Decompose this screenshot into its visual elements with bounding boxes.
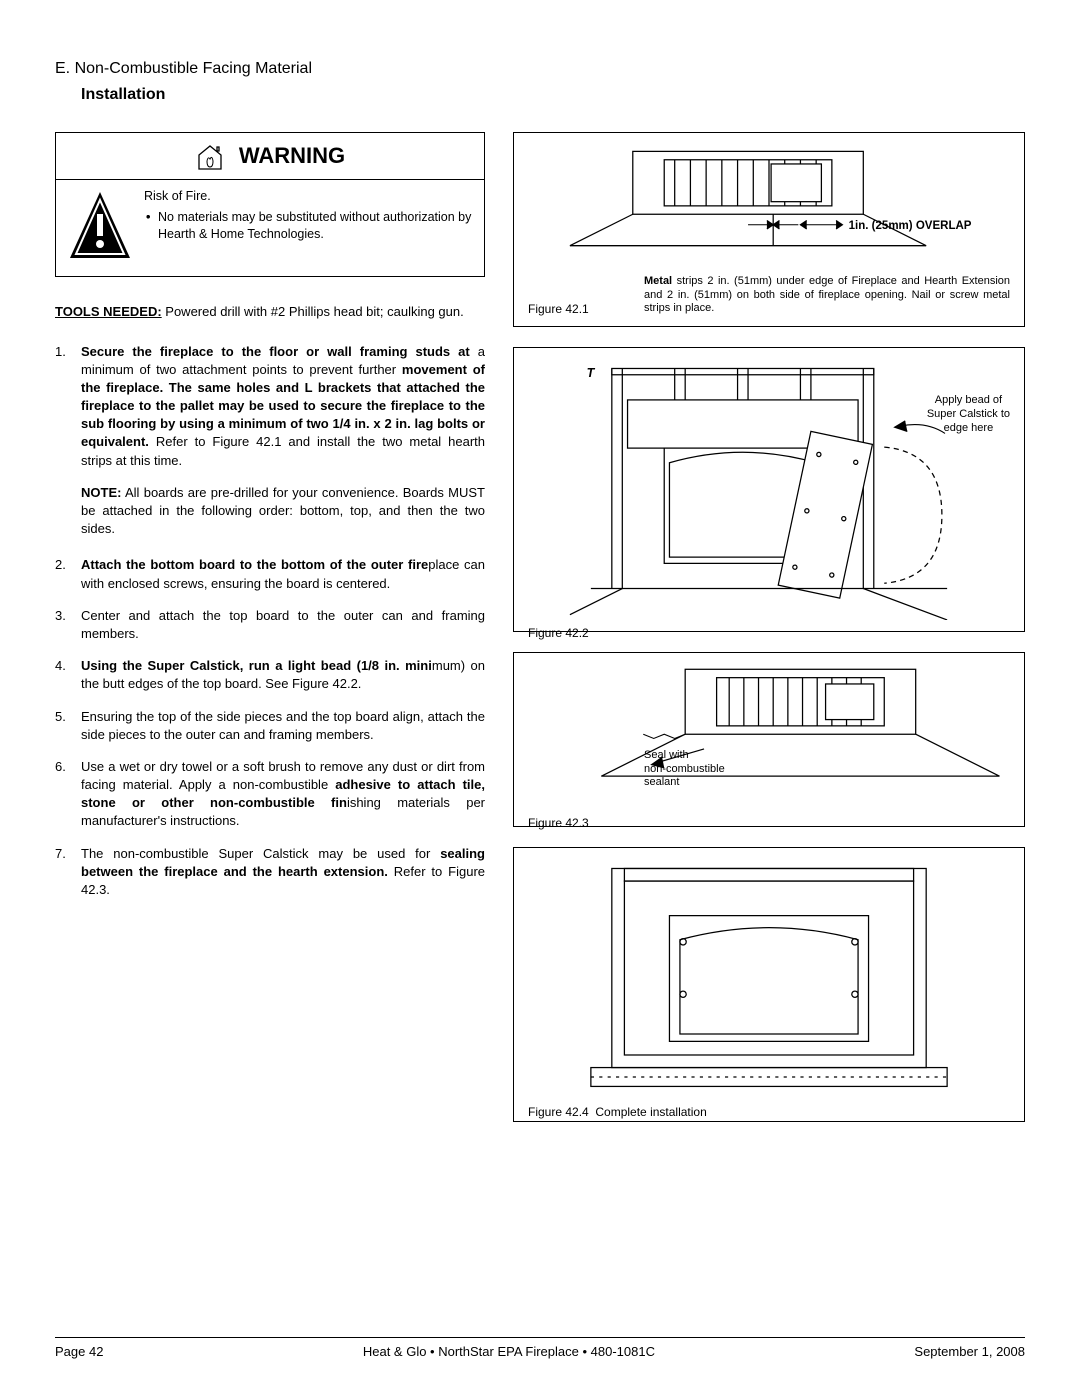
figure-42-4: Figure 42.4 Complete installation xyxy=(513,847,1025,1122)
fig2-caption: Figure 42.2 xyxy=(528,626,1010,640)
risk-of-fire: Risk of Fire. xyxy=(144,188,472,205)
fig4-caption-label: Figure 42.4 xyxy=(528,1105,589,1119)
fig-42-3-svg xyxy=(528,663,1010,810)
figure-42-2: T Apply bead of Super Calstick to edge h… xyxy=(513,347,1025,632)
step-7: The non-combustible Super Calstick may b… xyxy=(55,845,485,900)
fig3-caption: Figure 42.3 xyxy=(528,816,1010,830)
note-block: NOTE: All boards are pre-drilled for you… xyxy=(55,484,485,539)
warning-title: WARNING xyxy=(239,143,345,169)
tools-text: Powered drill with #2 Phillips head bit;… xyxy=(162,304,464,319)
fig1-metal-bold: Metal xyxy=(644,275,672,287)
step7-plain1: The non-combustible Super Calstick may b… xyxy=(81,846,440,861)
fig3-seal1: Seal with xyxy=(644,749,725,763)
overlap-label: 1in. (25mm) OVERLAP xyxy=(849,220,972,232)
subheading: Installation xyxy=(81,86,1025,104)
page-footer: Page 42 Heat & Glo • NorthStar EPA Firep… xyxy=(55,1337,1025,1359)
fig-42-4-svg xyxy=(528,858,1010,1099)
step1-bold1: Secure the fireplace to the floor or wal… xyxy=(81,344,470,359)
figure-42-3: Seal with non-combustible sealant Figure… xyxy=(513,652,1025,827)
warning-box: WARNING Risk of Fire. No materials may b… xyxy=(55,132,485,277)
tools-label: TOOLS NEEDED: xyxy=(55,304,162,319)
note-text: All boards are pre-drilled for your conv… xyxy=(81,485,485,536)
step-2: Attach the bottom board to the bottom of… xyxy=(55,556,485,592)
footer-right: September 1, 2008 xyxy=(914,1344,1025,1359)
fig4-caption-text: Complete installation xyxy=(595,1105,706,1119)
note-label: NOTE: xyxy=(81,485,121,500)
warning-triangle-icon xyxy=(66,188,134,264)
step-5: Ensuring the top of the side pieces and … xyxy=(55,708,485,744)
step4-bold: Using the Super Calstick, run a light be… xyxy=(81,658,432,673)
fig3-seal3: sealant xyxy=(644,776,725,790)
fig3-seal-text: Seal with non-combustible sealant xyxy=(644,749,725,790)
footer-center: Heat & Glo • NorthStar EPA Fireplace • 4… xyxy=(363,1344,655,1359)
step-1: Secure the fireplace to the floor or wal… xyxy=(55,343,485,470)
fig2-bead2: Super Calstick to xyxy=(927,408,1010,422)
fig2-bead1: Apply bead of xyxy=(927,394,1010,408)
step-6: Use a wet or dry towel or a soft brush t… xyxy=(55,758,485,831)
fig2-bead3: edge here xyxy=(927,422,1010,436)
figure-42-1: 1in. (25mm) OVERLAP Metal strips 2 in. (… xyxy=(513,132,1025,327)
warning-bullet: No materials may be substituted without … xyxy=(146,209,472,243)
step-3: Center and attach the top board to the o… xyxy=(55,607,485,643)
footer-left: Page 42 xyxy=(55,1344,103,1359)
fig4-caption: Figure 42.4 Complete installation xyxy=(528,1105,1010,1119)
warning-text: Risk of Fire. No materials may be substi… xyxy=(144,188,472,264)
fig1-caption: Figure 42.1 xyxy=(528,302,589,316)
warning-title-row: WARNING xyxy=(56,133,484,180)
fig2-t-label: T xyxy=(587,366,596,380)
fig1-metal-plain: strips 2 in. (51mm) under edge of Firepl… xyxy=(644,275,1010,315)
step-4: Using the Super Calstick, run a light be… xyxy=(55,657,485,693)
fig1-metal-text: Metal strips 2 in. (51mm) under edge of … xyxy=(644,275,1010,316)
right-column: 1in. (25mm) OVERLAP Metal strips 2 in. (… xyxy=(513,132,1025,1122)
step2-bold: Attach the bottom board to the bottom of… xyxy=(81,557,428,572)
house-fire-icon xyxy=(195,141,225,171)
fig2-bead-text: Apply bead of Super Calstick to edge her… xyxy=(927,394,1010,435)
fig3-seal2: non-combustible xyxy=(644,763,725,777)
tools-needed: TOOLS NEEDED: Powered drill with #2 Phil… xyxy=(55,303,485,321)
section-heading: E. Non-Combustible Facing Material xyxy=(55,60,1025,78)
left-column: WARNING Risk of Fire. No materials may b… xyxy=(55,132,485,1122)
